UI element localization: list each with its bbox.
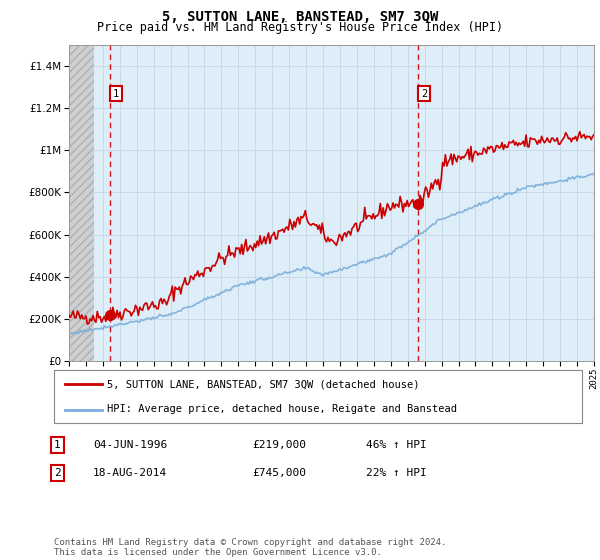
Bar — [69, 45, 94, 361]
Text: HPI: Average price, detached house, Reigate and Banstead: HPI: Average price, detached house, Reig… — [107, 404, 457, 414]
Text: £745,000: £745,000 — [252, 468, 306, 478]
Text: 5, SUTTON LANE, BANSTEAD, SM7 3QW: 5, SUTTON LANE, BANSTEAD, SM7 3QW — [162, 10, 438, 24]
FancyBboxPatch shape — [54, 370, 582, 423]
Text: 18-AUG-2014: 18-AUG-2014 — [93, 468, 167, 478]
Text: 46% ↑ HPI: 46% ↑ HPI — [366, 440, 427, 450]
Text: 2: 2 — [54, 468, 61, 478]
Text: 22% ↑ HPI: 22% ↑ HPI — [366, 468, 427, 478]
Text: 04-JUN-1996: 04-JUN-1996 — [93, 440, 167, 450]
Text: 1: 1 — [54, 440, 61, 450]
Text: 5, SUTTON LANE, BANSTEAD, SM7 3QW (detached house): 5, SUTTON LANE, BANSTEAD, SM7 3QW (detac… — [107, 380, 419, 390]
Text: Price paid vs. HM Land Registry's House Price Index (HPI): Price paid vs. HM Land Registry's House … — [97, 21, 503, 34]
Text: 1: 1 — [113, 89, 119, 99]
Text: Contains HM Land Registry data © Crown copyright and database right 2024.
This d: Contains HM Land Registry data © Crown c… — [54, 538, 446, 557]
Text: £219,000: £219,000 — [252, 440, 306, 450]
Text: 2: 2 — [421, 89, 427, 99]
